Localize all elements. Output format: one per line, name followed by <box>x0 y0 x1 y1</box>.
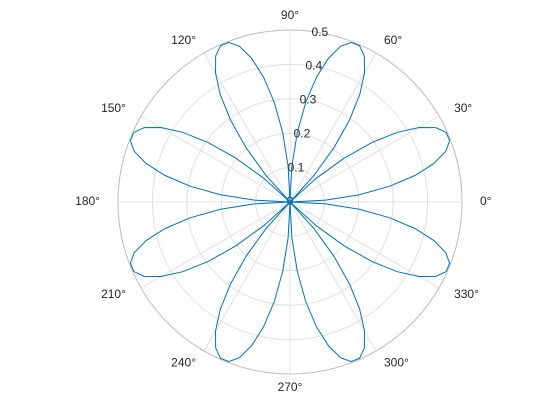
theta-tick-label: 30° <box>454 101 472 115</box>
theta-tick-label: 270° <box>278 380 303 394</box>
r-tick-label: 0.1 <box>288 160 305 174</box>
theta-grid-line <box>289 201 440 289</box>
r-tick-label: 0.3 <box>300 93 317 107</box>
theta-tick-label: 60° <box>384 33 402 47</box>
r-tick-label: 0.4 <box>306 59 323 73</box>
r-tick-label: 0.5 <box>312 25 329 39</box>
theta-tick-label: 0° <box>480 194 492 208</box>
rose-line <box>129 41 451 363</box>
theta-tick-label: 120° <box>171 33 196 47</box>
theta-tick-label: 300° <box>384 355 409 369</box>
theta-grid-line <box>289 115 440 203</box>
theta-tick-label: 90° <box>281 8 299 22</box>
theta-grid-line <box>203 52 291 203</box>
theta-grid-line <box>140 201 291 289</box>
theta-grid-line <box>289 52 377 203</box>
theta-tick-label: 330° <box>454 287 479 301</box>
theta-tick-label: 210° <box>101 287 126 301</box>
theta-tick-label: 150° <box>101 101 126 115</box>
theta-tick-label: 240° <box>171 355 196 369</box>
theta-grid-line <box>289 201 377 352</box>
theta-grid-line <box>140 115 291 203</box>
theta-grid-line <box>203 201 291 352</box>
theta-tick-label: 180° <box>75 194 100 208</box>
